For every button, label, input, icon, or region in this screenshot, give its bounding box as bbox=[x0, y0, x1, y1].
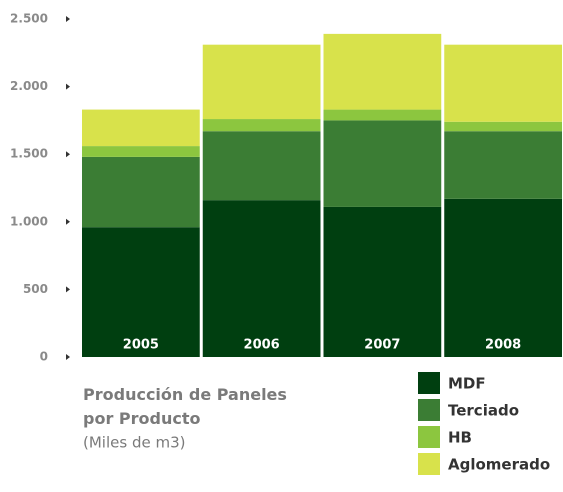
category-label: 2006 bbox=[244, 338, 280, 353]
title-line: Producción de Paneles bbox=[83, 385, 287, 404]
y-tick-mark bbox=[66, 151, 70, 158]
bar-segment bbox=[323, 109, 442, 121]
legend-swatch bbox=[418, 372, 440, 394]
category-label: 2007 bbox=[364, 338, 400, 353]
legend-swatch bbox=[418, 453, 440, 475]
chart-title: Producción de Paneles por Producto bbox=[83, 385, 287, 428]
legend-swatch bbox=[418, 399, 440, 421]
y-tick-mark bbox=[66, 354, 70, 360]
bar-segment bbox=[82, 156, 200, 228]
legend-swatch bbox=[418, 426, 440, 448]
bar-segment bbox=[444, 198, 562, 357]
bar-segment bbox=[82, 227, 200, 357]
y-tick-label: 2.000 bbox=[10, 79, 48, 93]
y-tick-label: 1.500 bbox=[10, 147, 48, 161]
bar-segment bbox=[202, 200, 321, 357]
y-tick-label: 2.500 bbox=[10, 12, 48, 26]
bar-segment bbox=[82, 109, 200, 147]
legend-label: MDF bbox=[448, 375, 486, 393]
bar-segment bbox=[323, 33, 442, 110]
title-line: por Producto bbox=[83, 409, 200, 428]
legend-label: HB bbox=[448, 429, 472, 447]
bar-segment bbox=[202, 119, 321, 132]
chart-subtitle: (Miles de m3) bbox=[83, 434, 185, 452]
bar-segment bbox=[82, 146, 200, 157]
bar-segment bbox=[323, 120, 442, 207]
y-tick-label: 0 bbox=[40, 350, 48, 364]
y-tick-mark bbox=[66, 218, 70, 225]
bar-segment bbox=[444, 44, 562, 122]
legend-label: Aglomerado bbox=[448, 456, 550, 474]
bar-segment bbox=[202, 44, 321, 120]
y-tick-label: 500 bbox=[23, 282, 48, 296]
bar-segment bbox=[444, 131, 562, 199]
bar-segment bbox=[444, 121, 562, 132]
category-label: 2008 bbox=[485, 338, 521, 353]
bar-segment bbox=[202, 131, 321, 201]
y-tick-mark bbox=[66, 286, 70, 293]
y-tick-label: 1.000 bbox=[10, 214, 48, 228]
y-tick-mark bbox=[66, 16, 70, 22]
bar-segment bbox=[323, 206, 442, 357]
category-label: 2005 bbox=[123, 338, 159, 353]
legend-label: Terciado bbox=[448, 402, 519, 420]
y-tick-mark bbox=[66, 83, 70, 90]
